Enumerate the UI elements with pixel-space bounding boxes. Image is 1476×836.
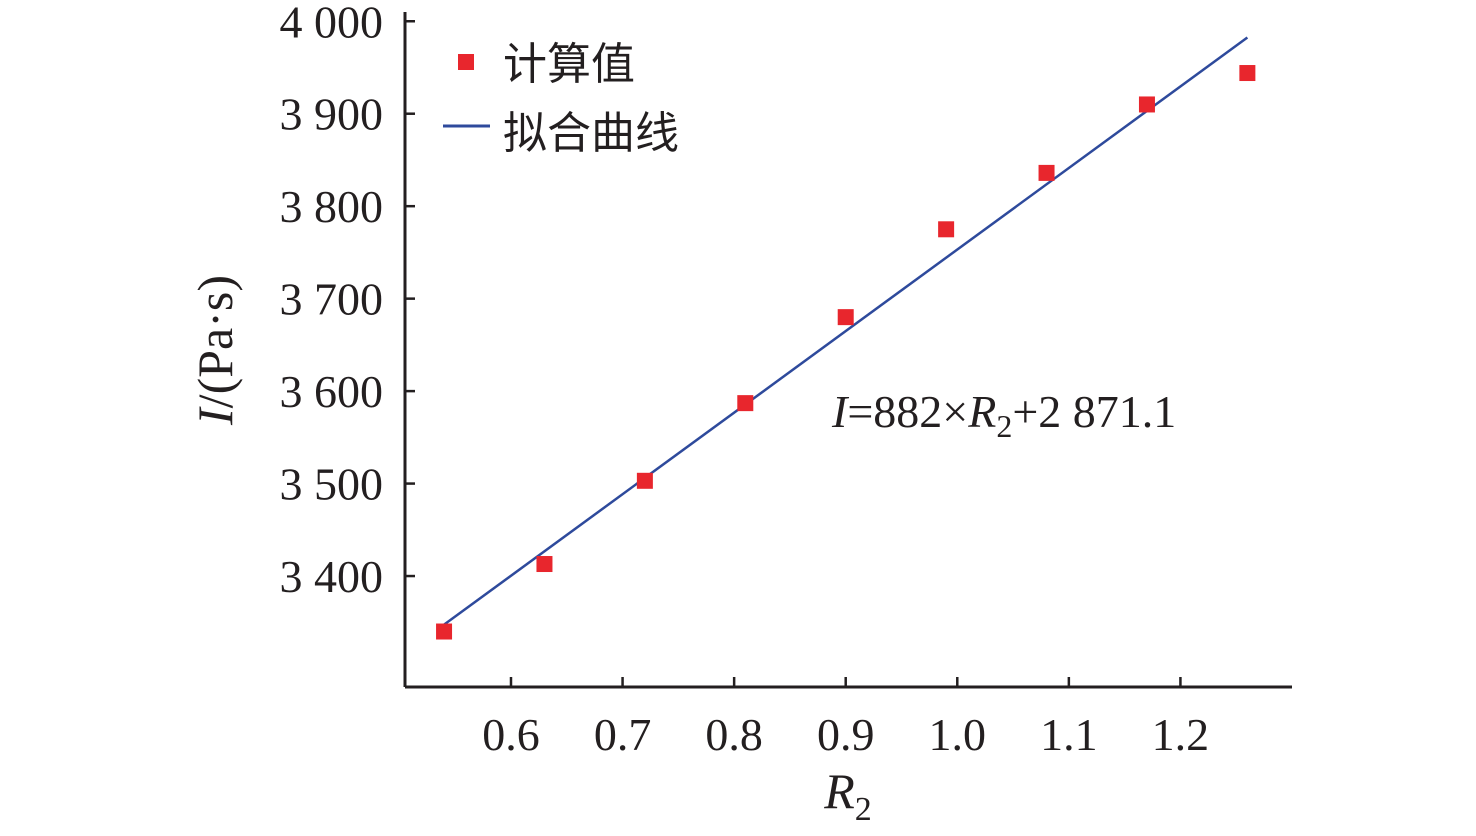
equation-part: 2	[996, 408, 1012, 444]
y-tick-label: 3 700	[280, 274, 384, 325]
x-tick-label: 0.7	[594, 709, 652, 760]
fit-line-series	[443, 36, 1249, 626]
y-tick-label: 3 400	[280, 551, 384, 602]
calculated-point	[1239, 65, 1256, 82]
fit-line	[443, 36, 1249, 626]
y-axis-title: I/(Pa·s)	[187, 275, 243, 426]
x-ticks: 0.6 0.7 0.8 0.9 1.0 1.1 1.2	[482, 677, 1209, 760]
calculated-point	[536, 556, 553, 573]
y-tick-label: 3 600	[280, 366, 384, 417]
calculated-point	[837, 309, 854, 326]
equation-part: I	[831, 386, 850, 437]
x-axis-title-var: R	[823, 763, 855, 819]
equation-part: R	[967, 386, 996, 437]
legend-marker-square	[458, 54, 474, 70]
x-tick-label: 1.0	[929, 709, 987, 760]
equation-part: =882×	[847, 386, 968, 437]
y-tick-label: 3 500	[280, 459, 384, 510]
calculated-point	[1138, 96, 1155, 113]
x-tick-label: 1.1	[1040, 709, 1098, 760]
fit-equation-label: I=882×R2+2 871.1	[831, 386, 1176, 444]
y-tick-label: 3 800	[280, 181, 384, 232]
equation-part: +2 871.1	[1012, 386, 1176, 437]
x-axis-title: R2	[823, 763, 872, 828]
calculated-point	[1038, 164, 1055, 181]
legend-label-fit: 拟合曲线	[503, 108, 679, 159]
y-tick-label: 4 000	[280, 0, 384, 47]
y-axis-title-var: I	[187, 406, 243, 426]
x-axis-title-sub: 2	[855, 791, 872, 828]
legend: 计算值 拟合曲线	[443, 39, 679, 159]
calculated-point	[436, 623, 453, 640]
x-tick-label: 0.8	[705, 709, 763, 760]
x-tick-label: 1.2	[1152, 709, 1210, 760]
calculated-points-series	[436, 65, 1256, 640]
y-ticks: 3 400 3 500 3 600 3 700 3 800 3 900 4 000	[280, 0, 415, 602]
x-tick-label: 0.9	[817, 709, 875, 760]
legend-label-calculated: 计算值	[503, 39, 635, 90]
x-tick-label: 0.6	[482, 709, 540, 760]
calculated-point	[636, 472, 653, 489]
y-axis-title-unit: /(Pa·s)	[187, 275, 243, 408]
y-tick-label: 3 900	[280, 89, 384, 140]
calculated-point	[737, 395, 754, 412]
axes	[403, 12, 1292, 689]
calculated-point	[938, 221, 955, 238]
